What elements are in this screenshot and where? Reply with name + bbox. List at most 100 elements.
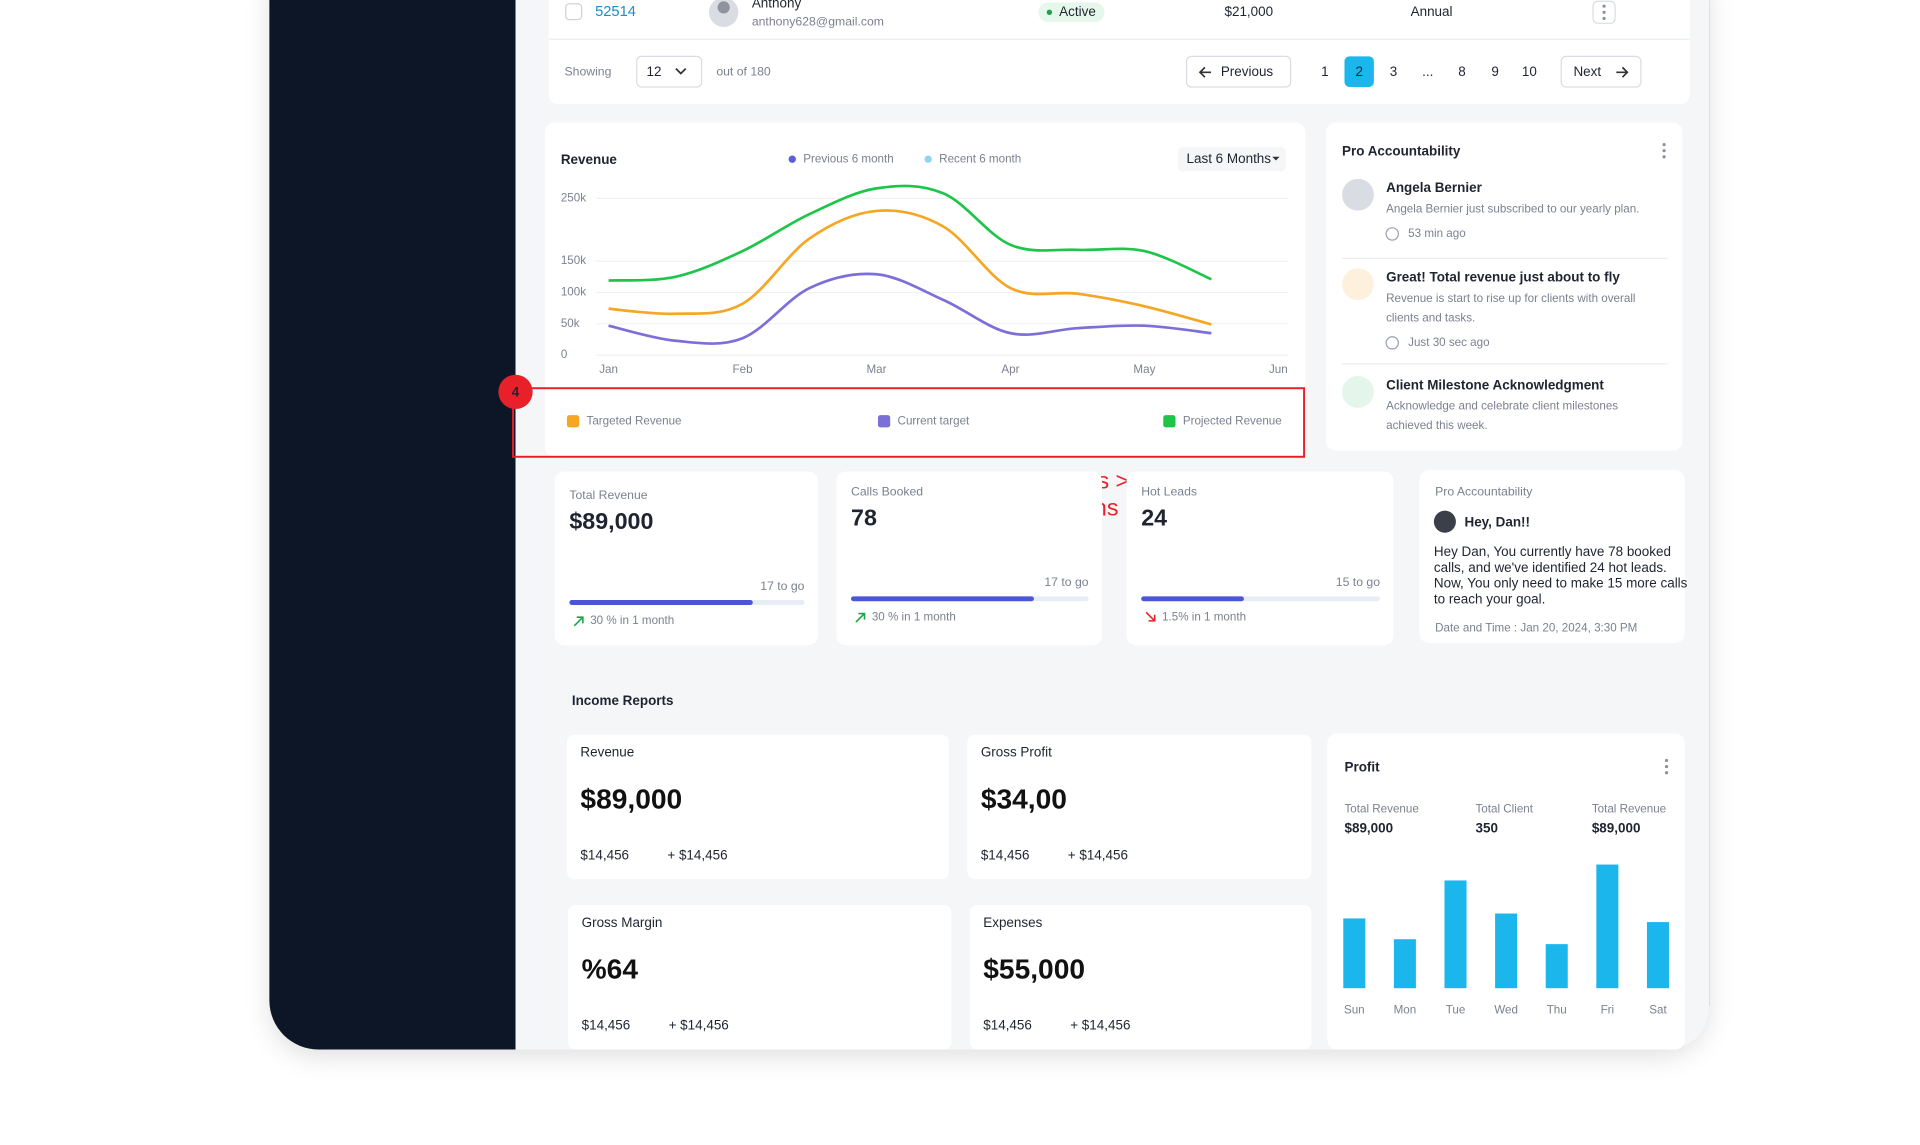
row-amount: $21,000 (1224, 4, 1273, 19)
stat-remaining: 17 to go (760, 579, 804, 593)
stat-remaining: 15 to go (1336, 575, 1380, 589)
activity-item-title: Great! Total revenue just about to fly (1386, 270, 1620, 285)
line-series (608, 272, 1212, 345)
income-base: $14,456 (981, 848, 1030, 863)
activity-icon (1342, 178, 1374, 211)
status-dot (1046, 9, 1053, 15)
legend-label: Recent 6 month (939, 152, 1021, 165)
row-checkbox[interactable] (565, 3, 583, 21)
y-tick-label: 150k (561, 254, 586, 267)
stat-value: 24 (1141, 504, 1167, 530)
legend-swatch (566, 415, 580, 428)
trend-arrow (573, 616, 584, 627)
message-line: calls, and we've identified 24 hot leads… (1434, 560, 1667, 575)
message-line: to reach your goal. (1434, 592, 1545, 607)
message-line: Hey Dan, You currently have 78 booked (1434, 544, 1671, 559)
stat-change: 1.5% in 1 month (1162, 610, 1246, 623)
income-label: Revenue (580, 745, 634, 760)
message-avatar (1433, 510, 1456, 533)
range-label: Last 6 Months (1187, 151, 1272, 166)
income-label: Expenses (983, 915, 1042, 930)
stat-remaining: 17 to go (1044, 575, 1088, 589)
page-number[interactable]: ... (1422, 64, 1433, 79)
message-datetime: Date and Time : Jan 20, 2024, 3:30 PM (1435, 621, 1637, 634)
legend-dot (788, 155, 796, 163)
stat-change: 30 % in 1 month (872, 610, 956, 623)
menu-dot (1602, 16, 1606, 21)
content: 52514 Anthony anthony628@gmail.com Active $2… (498, 0, 1690, 1050)
x-tick-label: Jan (599, 363, 618, 376)
summary-value: $89,000 (1344, 821, 1393, 836)
trend-arrow (1145, 611, 1156, 622)
row-email: anthony628@gmail.com (752, 14, 884, 28)
menu-dot (1664, 771, 1669, 775)
page-number[interactable]: 10 (1522, 64, 1537, 79)
bar (1545, 944, 1568, 989)
income-value: $34,00 (981, 783, 1067, 814)
menu-dot (1602, 4, 1606, 8)
income-card (969, 904, 1312, 1050)
bar (1495, 913, 1518, 989)
stat-label: Calls Booked (851, 485, 923, 499)
stat-label: Total Revenue (569, 488, 647, 502)
income-value: %64 (582, 954, 639, 985)
income-delta: + $14,456 (1068, 848, 1128, 863)
menu-dot (1662, 142, 1666, 147)
menu-dot (1664, 758, 1669, 763)
clock-icon (1385, 227, 1399, 241)
revenue-card (544, 122, 1306, 457)
range-select[interactable] (1177, 146, 1286, 172)
message-greeting: Hey, Dan!! (1464, 514, 1530, 529)
page-number[interactable]: 2 (1355, 64, 1362, 79)
next-button[interactable] (1560, 55, 1642, 88)
stat-change: 30 % in 1 month (590, 614, 674, 627)
summary-label: Total Client (1476, 803, 1534, 816)
message-card (1419, 470, 1685, 643)
previous-label: Previous (1221, 64, 1274, 79)
range-caret (1272, 156, 1280, 161)
total-label: out of 180 (716, 65, 771, 79)
income-value: $89,000 (580, 783, 682, 814)
y-tick-label: 250k (561, 191, 586, 204)
stat-label: Hot Leads (1141, 485, 1197, 499)
chart-title: Profit (1344, 759, 1380, 774)
page-number[interactable]: 8 (1458, 64, 1465, 79)
income-title: Income Reports (572, 693, 674, 708)
y-tick-label: 0 (561, 348, 568, 361)
activity-item-title: Angela Bernier (1386, 180, 1482, 195)
table-card (548, 0, 1690, 105)
legend-label: Previous 6 month (803, 152, 893, 165)
activity-icon (1342, 268, 1374, 301)
status-pill (1038, 2, 1105, 23)
previous-button[interactable] (1185, 55, 1292, 88)
stat-value: 78 (851, 504, 877, 530)
legend-dot (924, 155, 932, 163)
y-tick-label: 50k (561, 317, 580, 330)
row-name: Anthony (752, 0, 802, 10)
per-page-select[interactable] (636, 55, 703, 88)
x-tick-label: Wed (1494, 1003, 1518, 1016)
page-number[interactable]: 3 (1390, 64, 1397, 79)
page-number[interactable]: 9 (1491, 64, 1498, 79)
bar (1393, 939, 1416, 989)
legend-swatch (877, 415, 891, 428)
chart-title: Revenue (561, 152, 618, 167)
summary-label: Total Revenue (1592, 803, 1666, 816)
arrow-left (1198, 66, 1212, 78)
x-tick-label: Mon (1394, 1003, 1417, 1016)
summary-label: Total Revenue (1344, 803, 1418, 816)
activity-item-text: achieved this week. (1386, 419, 1487, 432)
stat-card (836, 471, 1103, 646)
line-series (608, 209, 1212, 326)
page-number[interactable]: 1 (1321, 64, 1328, 79)
menu-dot (1602, 10, 1606, 14)
annotation-badge (498, 374, 533, 410)
income-label: Gross Profit (981, 745, 1052, 760)
progress-bar (1141, 596, 1244, 602)
highlight-box (512, 387, 1306, 458)
y-tick-label: 100k (561, 286, 586, 299)
legend-label: Targeted Revenue (587, 414, 682, 427)
bar (1343, 918, 1366, 989)
summary-value: $89,000 (1592, 821, 1641, 836)
x-tick-label: Tue (1446, 1003, 1466, 1016)
